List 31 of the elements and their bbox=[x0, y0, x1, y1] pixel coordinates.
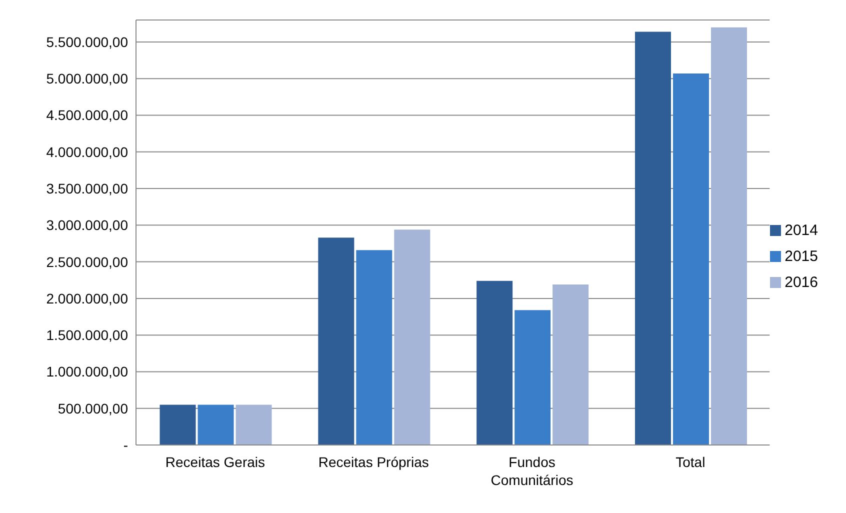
y-tick-label: 2.000.000,00 bbox=[46, 290, 128, 306]
bar bbox=[710, 27, 747, 445]
bar bbox=[552, 284, 589, 445]
y-tick-label: 5.500.000,00 bbox=[46, 34, 128, 50]
x-tick-label: Receitas Gerais bbox=[165, 454, 265, 470]
legend-label: 2014 bbox=[784, 222, 818, 238]
y-tick-label: 500.000,00 bbox=[58, 400, 128, 416]
bar bbox=[514, 310, 551, 445]
legend-label: 2016 bbox=[784, 274, 818, 290]
y-tick-label: 4.500.000,00 bbox=[46, 107, 128, 124]
legend-label: 2015 bbox=[784, 248, 818, 264]
y-tick-label: - bbox=[123, 436, 128, 453]
bar bbox=[236, 404, 272, 445]
bar bbox=[160, 404, 196, 445]
x-tick-label: Receitas Próprias bbox=[318, 454, 429, 470]
y-tick-label: 4.000.000,00 bbox=[46, 144, 128, 160]
bar bbox=[672, 73, 709, 445]
x-tick-label: Total bbox=[676, 454, 706, 470]
bar bbox=[356, 250, 392, 445]
bar bbox=[476, 280, 513, 445]
y-tick-label: 2.500.000,00 bbox=[46, 254, 128, 270]
bar bbox=[634, 32, 671, 445]
y-tick-label: 5.000.000,00 bbox=[46, 70, 128, 87]
bar bbox=[198, 404, 234, 445]
bar bbox=[394, 230, 430, 445]
y-tick-label: 3.500.000,00 bbox=[46, 180, 128, 197]
y-tick-label: 3.000.000,00 bbox=[46, 217, 128, 234]
bar bbox=[318, 238, 354, 445]
x-tick-label: Fundos Comunitários bbox=[490, 454, 574, 488]
y-tick-label: 1.000.000,00 bbox=[46, 364, 128, 380]
y-tick-label: 1.500.000,00 bbox=[46, 327, 128, 344]
